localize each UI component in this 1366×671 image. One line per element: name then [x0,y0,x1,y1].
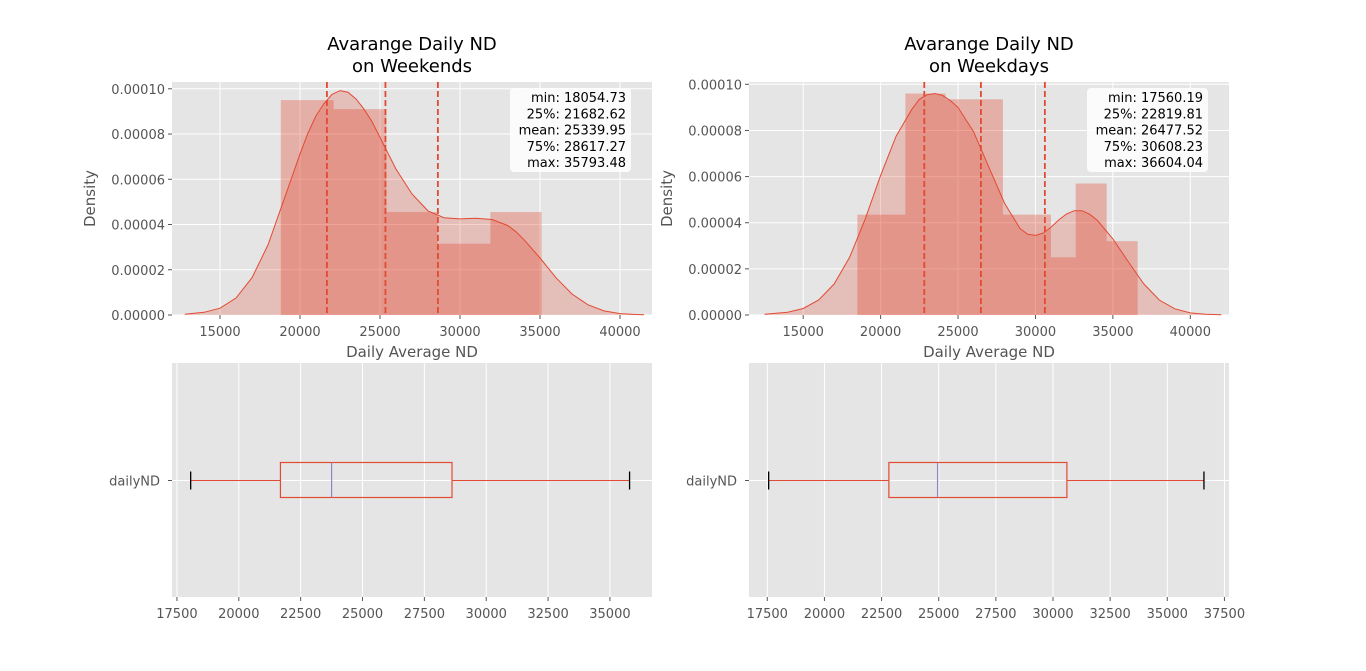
chart-title-line: on Weekdays [929,56,1049,77]
y-tick-label: 0.00010 [688,78,742,93]
x-tick-label: 25000 [937,325,978,340]
x-tick-label: 25000 [359,325,400,340]
kde-line [764,92,1222,316]
stats-box-line: 75%: 28617.27 [527,140,626,155]
y-tick-label: 0.00008 [688,124,742,139]
x-tick-label: 27500 [404,607,445,622]
chart-title-line: Avarange Daily ND [904,34,1074,55]
box-panel-2: dailyND 17500 20000 22500 25000 27500 30000 325… [109,363,652,622]
y-tick-label: 0.00002 [111,264,165,279]
x-tick-label: 40000 [599,325,640,340]
x-tick-label: 32500 [527,607,568,622]
x-tick-label: 17500 [747,607,788,622]
x-tick-label: 35000 [589,607,630,622]
x-tick-label: 22500 [861,607,902,622]
stats-box-line: mean: 25339.95 [519,124,626,139]
chart-title: Avarange Daily ND on Weekends [327,34,497,77]
y-tick-label: 0.00002 [688,263,742,278]
histogram-bar [333,109,387,315]
x-tick-label: 40000 [1170,325,1211,340]
x-tick-label: 20000 [218,607,259,622]
x-tick-label: 20000 [860,325,901,340]
stats-box-line: 75%: 30608.23 [1104,140,1203,155]
x-tick-label: 37500 [1204,607,1245,622]
x-tick-label: 32500 [1089,607,1130,622]
stats-box-line: max: 36604.04 [1104,156,1203,171]
histogram-bar [857,214,906,315]
x-tick-label: 35000 [1147,607,1188,622]
y-tick-label: 0.00000 [111,309,165,324]
x-tick-label: 35000 [1092,325,1133,340]
stats-box-line: max: 35793.48 [527,156,626,171]
y-tick-label: 0.00004 [688,217,742,232]
x-tick-label: 15000 [783,325,824,340]
kde-fill [764,93,1222,315]
y-tick-label: 0.00006 [688,171,742,186]
y-tick-label: 0.00004 [111,219,165,234]
stats-box-line: min: 18054.73 [531,91,626,106]
y-tick-label: 0.00000 [688,309,742,324]
box-iqr [888,461,1068,499]
x-tick-label: 27500 [975,607,1016,622]
y-tick-label: 0.00006 [111,173,165,188]
y-tick-label: 0.00008 [111,128,165,143]
x-tick-label: 25000 [918,607,959,622]
x-tick-label: 30000 [466,607,507,622]
x-axis-label: Daily Average ND [923,343,1055,361]
x-tick-label: 22500 [280,607,321,622]
x-tick-label: 35000 [519,325,560,340]
histogram-bar [490,212,542,315]
histogram-bar [945,99,1003,316]
x-tick-label: 30000 [439,325,480,340]
kde-line [184,90,645,316]
box-iqr [279,461,453,499]
histogram-bar [437,243,491,315]
stats-box-line: 25%: 21682.62 [527,107,626,122]
chart-title-line: Avarange Daily ND [327,34,497,55]
histogram-bar [280,100,334,316]
y-axis-label: Density [81,170,99,227]
x-tick-label: 25000 [342,607,383,622]
x-tick-label: 30000 [1032,607,1073,622]
stats-box [1087,88,1208,172]
y-tick-label: dailyND [686,475,737,490]
x-axis-label: Daily Average ND [346,343,478,361]
histogram-bar [1075,183,1107,315]
chart-title-line: on Weekends [352,56,472,77]
histogram-bar [386,212,438,315]
y-tick-label: dailyND [109,475,160,490]
x-tick-label: 30000 [1015,325,1056,340]
histogram-bar [1002,214,1051,315]
histogram-bar [905,93,946,315]
y-tick-label: 0.00010 [111,83,165,98]
y-axis-label: Density [658,170,676,227]
box-panel-3: dailyND 17500 20000 22500 25000 27500 30000 325… [686,363,1245,622]
stats-box-line: mean: 26477.52 [1096,124,1203,139]
histogram-bar [1050,257,1076,315]
chart-title: Avarange Daily ND on Weekdays [904,34,1074,77]
x-tick-label: 17500 [156,607,197,622]
stats-box [510,88,631,172]
kde-fill [184,90,645,315]
x-tick-label: 20000 [279,325,320,340]
stats-box-line: 25%: 22819.81 [1104,107,1203,122]
x-tick-label: 15000 [199,325,240,340]
stats-box-line: min: 17560.19 [1108,91,1203,106]
x-tick-label: 20000 [804,607,845,622]
